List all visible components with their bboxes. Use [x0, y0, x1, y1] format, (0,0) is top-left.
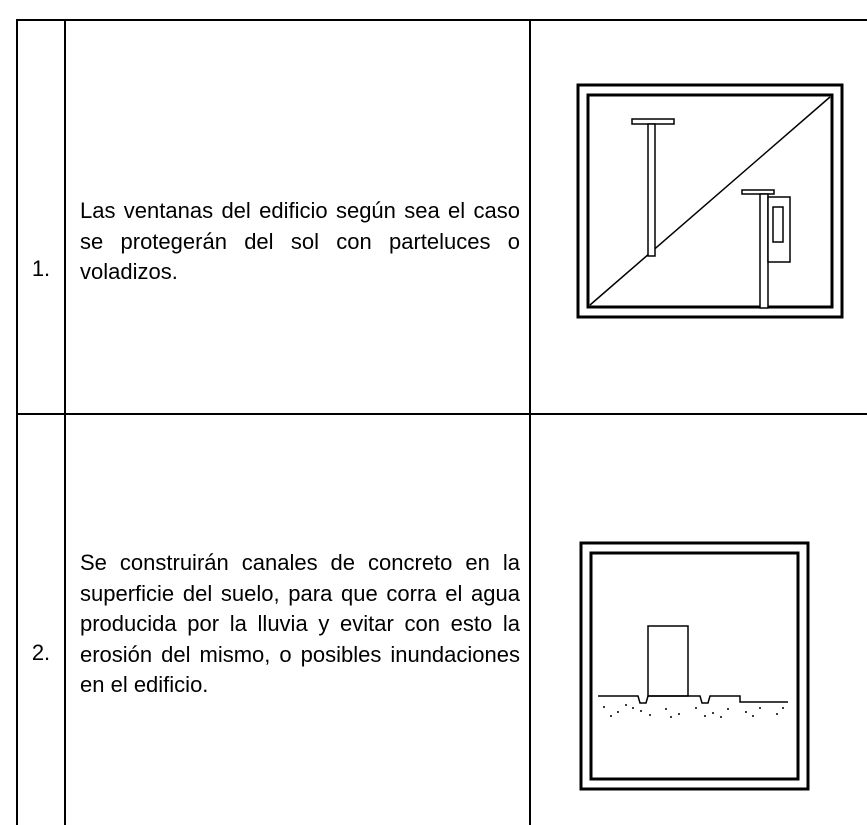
row-number: 2. [31, 640, 51, 665]
column-divider [64, 19, 66, 825]
row-number: 1. [31, 256, 51, 281]
row-divider [17, 413, 867, 415]
column-divider [529, 19, 531, 825]
table-border [16, 19, 18, 825]
table-border [17, 19, 867, 21]
illustration-sun-protection [576, 83, 844, 319]
illustration-drainage [579, 541, 810, 791]
row-text: Se construirán canales de concreto en la… [80, 550, 520, 697]
row-text: Las ventanas del edificio según sea el c… [80, 198, 520, 284]
